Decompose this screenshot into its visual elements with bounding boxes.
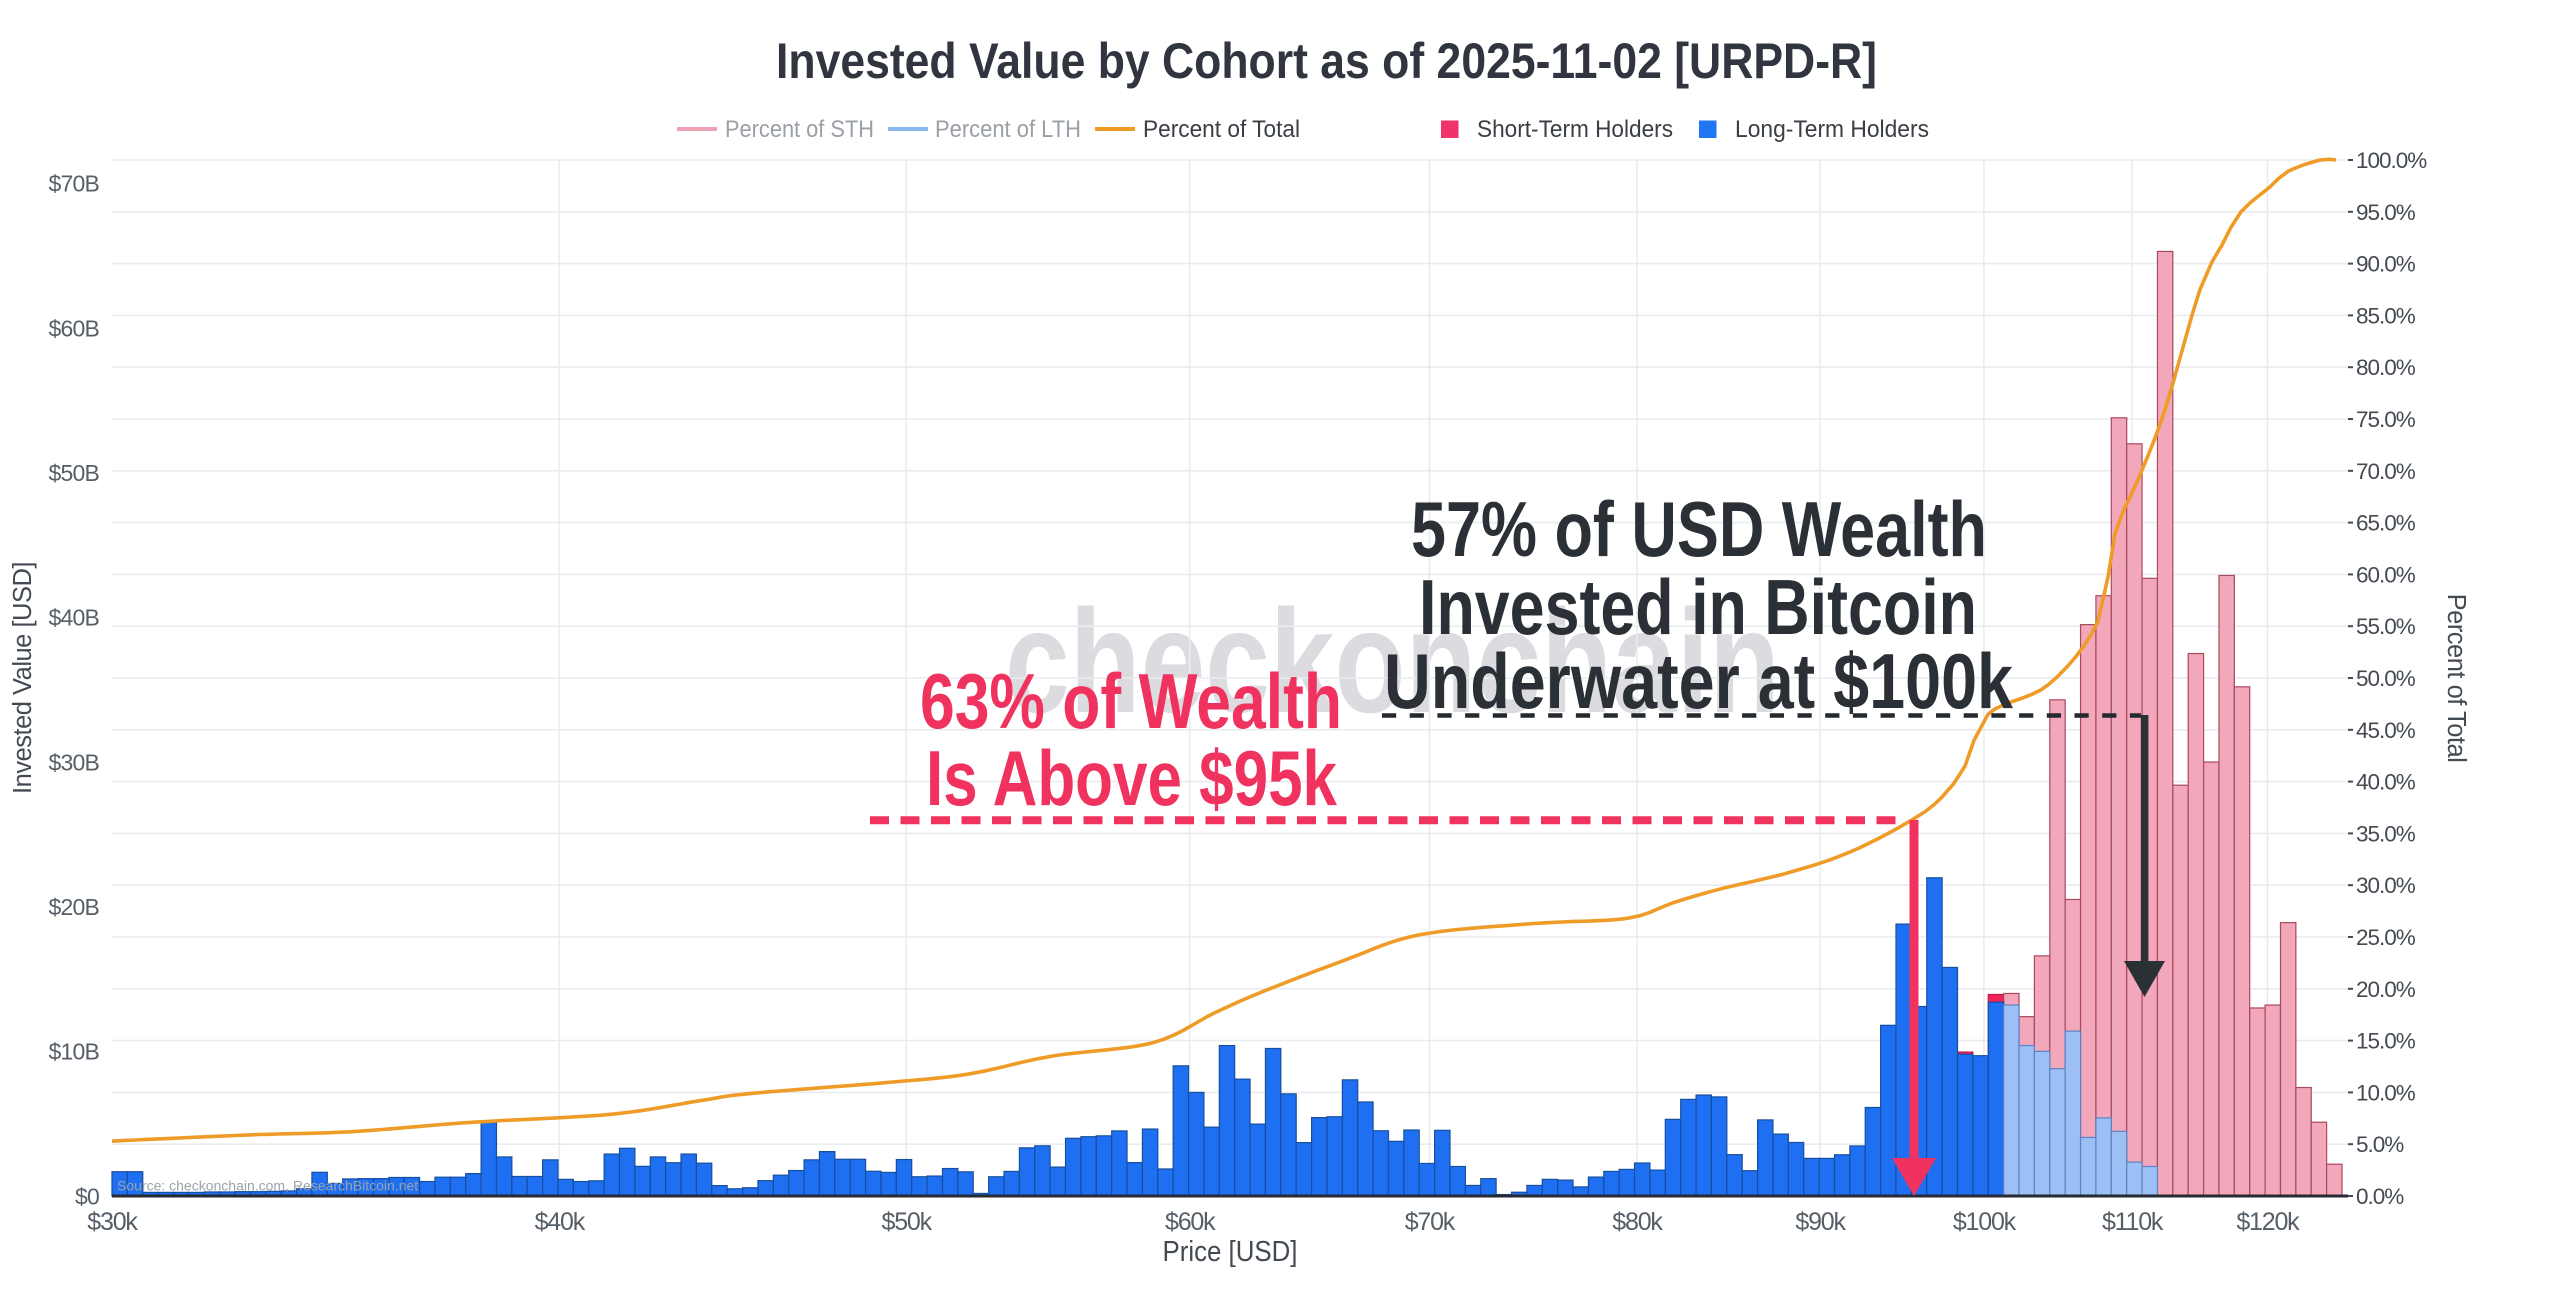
svg-text:$0: $0 — [75, 1183, 99, 1209]
svg-text:$120k: $120k — [2236, 1208, 2300, 1236]
svg-text:$10B: $10B — [48, 1039, 99, 1065]
svg-text:35.0%: 35.0% — [2356, 821, 2416, 846]
svg-text:95.0%: 95.0% — [2356, 200, 2416, 225]
svg-text:10.0%: 10.0% — [2356, 1080, 2416, 1105]
svg-text:$30B: $30B — [48, 749, 99, 775]
svg-text:65.0%: 65.0% — [2356, 511, 2416, 536]
svg-text:50.0%: 50.0% — [2356, 666, 2416, 691]
svg-text:25.0%: 25.0% — [2356, 925, 2416, 950]
svg-text:85.0%: 85.0% — [2356, 303, 2416, 328]
svg-text:Percent of Total: Percent of Total — [1143, 116, 1300, 143]
svg-text:40.0%: 40.0% — [2356, 770, 2416, 795]
svg-text:75.0%: 75.0% — [2356, 407, 2416, 432]
svg-text:15.0%: 15.0% — [2356, 1029, 2416, 1054]
svg-text:$20B: $20B — [48, 894, 99, 920]
svg-text:Invested Value by Cohort as of: Invested Value by Cohort as of 2025-11-0… — [776, 33, 1877, 89]
svg-text:Percent of STH: Percent of STH — [725, 116, 874, 143]
svg-text:Invested Value [USD]: Invested Value [USD] — [9, 562, 37, 794]
svg-text:$70k: $70k — [1405, 1208, 1456, 1236]
svg-text:$30k: $30k — [87, 1208, 138, 1236]
svg-text:Is Above $95k: Is Above $95k — [926, 734, 1337, 822]
svg-text:$50k: $50k — [881, 1208, 932, 1236]
svg-text:100.0%: 100.0% — [2356, 148, 2427, 173]
svg-text:80.0%: 80.0% — [2356, 355, 2416, 380]
svg-text:57% of USD Wealth: 57% of USD Wealth — [1411, 485, 1987, 573]
svg-text:$110k: $110k — [2102, 1208, 2164, 1236]
svg-text:55.0%: 55.0% — [2356, 614, 2416, 639]
svg-text:$90k: $90k — [1795, 1208, 1846, 1236]
svg-text:90.0%: 90.0% — [2356, 252, 2416, 277]
svg-text:45.0%: 45.0% — [2356, 718, 2416, 743]
svg-text:$80k: $80k — [1612, 1208, 1663, 1236]
svg-text:Long-Term Holders: Long-Term Holders — [1735, 116, 1929, 143]
svg-text:Percent of LTH: Percent of LTH — [935, 116, 1081, 143]
svg-text:Source: checkonchain.com, Rese: Source: checkonchain.com, ResearchBitcoi… — [117, 1178, 418, 1194]
svg-text:$60B: $60B — [48, 315, 99, 341]
svg-text:Short-Term Holders: Short-Term Holders — [1477, 116, 1673, 143]
svg-text:Invested in Bitcoin: Invested in Bitcoin — [1419, 563, 1977, 651]
svg-text:5.0%: 5.0% — [2356, 1132, 2404, 1157]
svg-text:20.0%: 20.0% — [2356, 977, 2416, 1002]
svg-text:$50B: $50B — [48, 460, 99, 486]
svg-text:Percent of Total: Percent of Total — [2442, 594, 2470, 763]
svg-text:30.0%: 30.0% — [2356, 873, 2416, 898]
svg-text:Underwater at $100k: Underwater at $100k — [1384, 637, 2014, 725]
svg-text:$70B: $70B — [48, 171, 99, 197]
svg-text:Price [USD]: Price [USD] — [1163, 1236, 1298, 1268]
svg-text:60.0%: 60.0% — [2356, 562, 2416, 587]
svg-text:$100k: $100k — [1953, 1208, 2017, 1236]
svg-text:70.0%: 70.0% — [2356, 459, 2416, 484]
svg-text:63% of Wealth: 63% of Wealth — [920, 657, 1342, 745]
svg-text:$40k: $40k — [535, 1208, 586, 1236]
svg-text:$40B: $40B — [48, 605, 99, 631]
svg-text:0.0%: 0.0% — [2356, 1184, 2404, 1209]
svg-text:$60k: $60k — [1165, 1208, 1216, 1236]
